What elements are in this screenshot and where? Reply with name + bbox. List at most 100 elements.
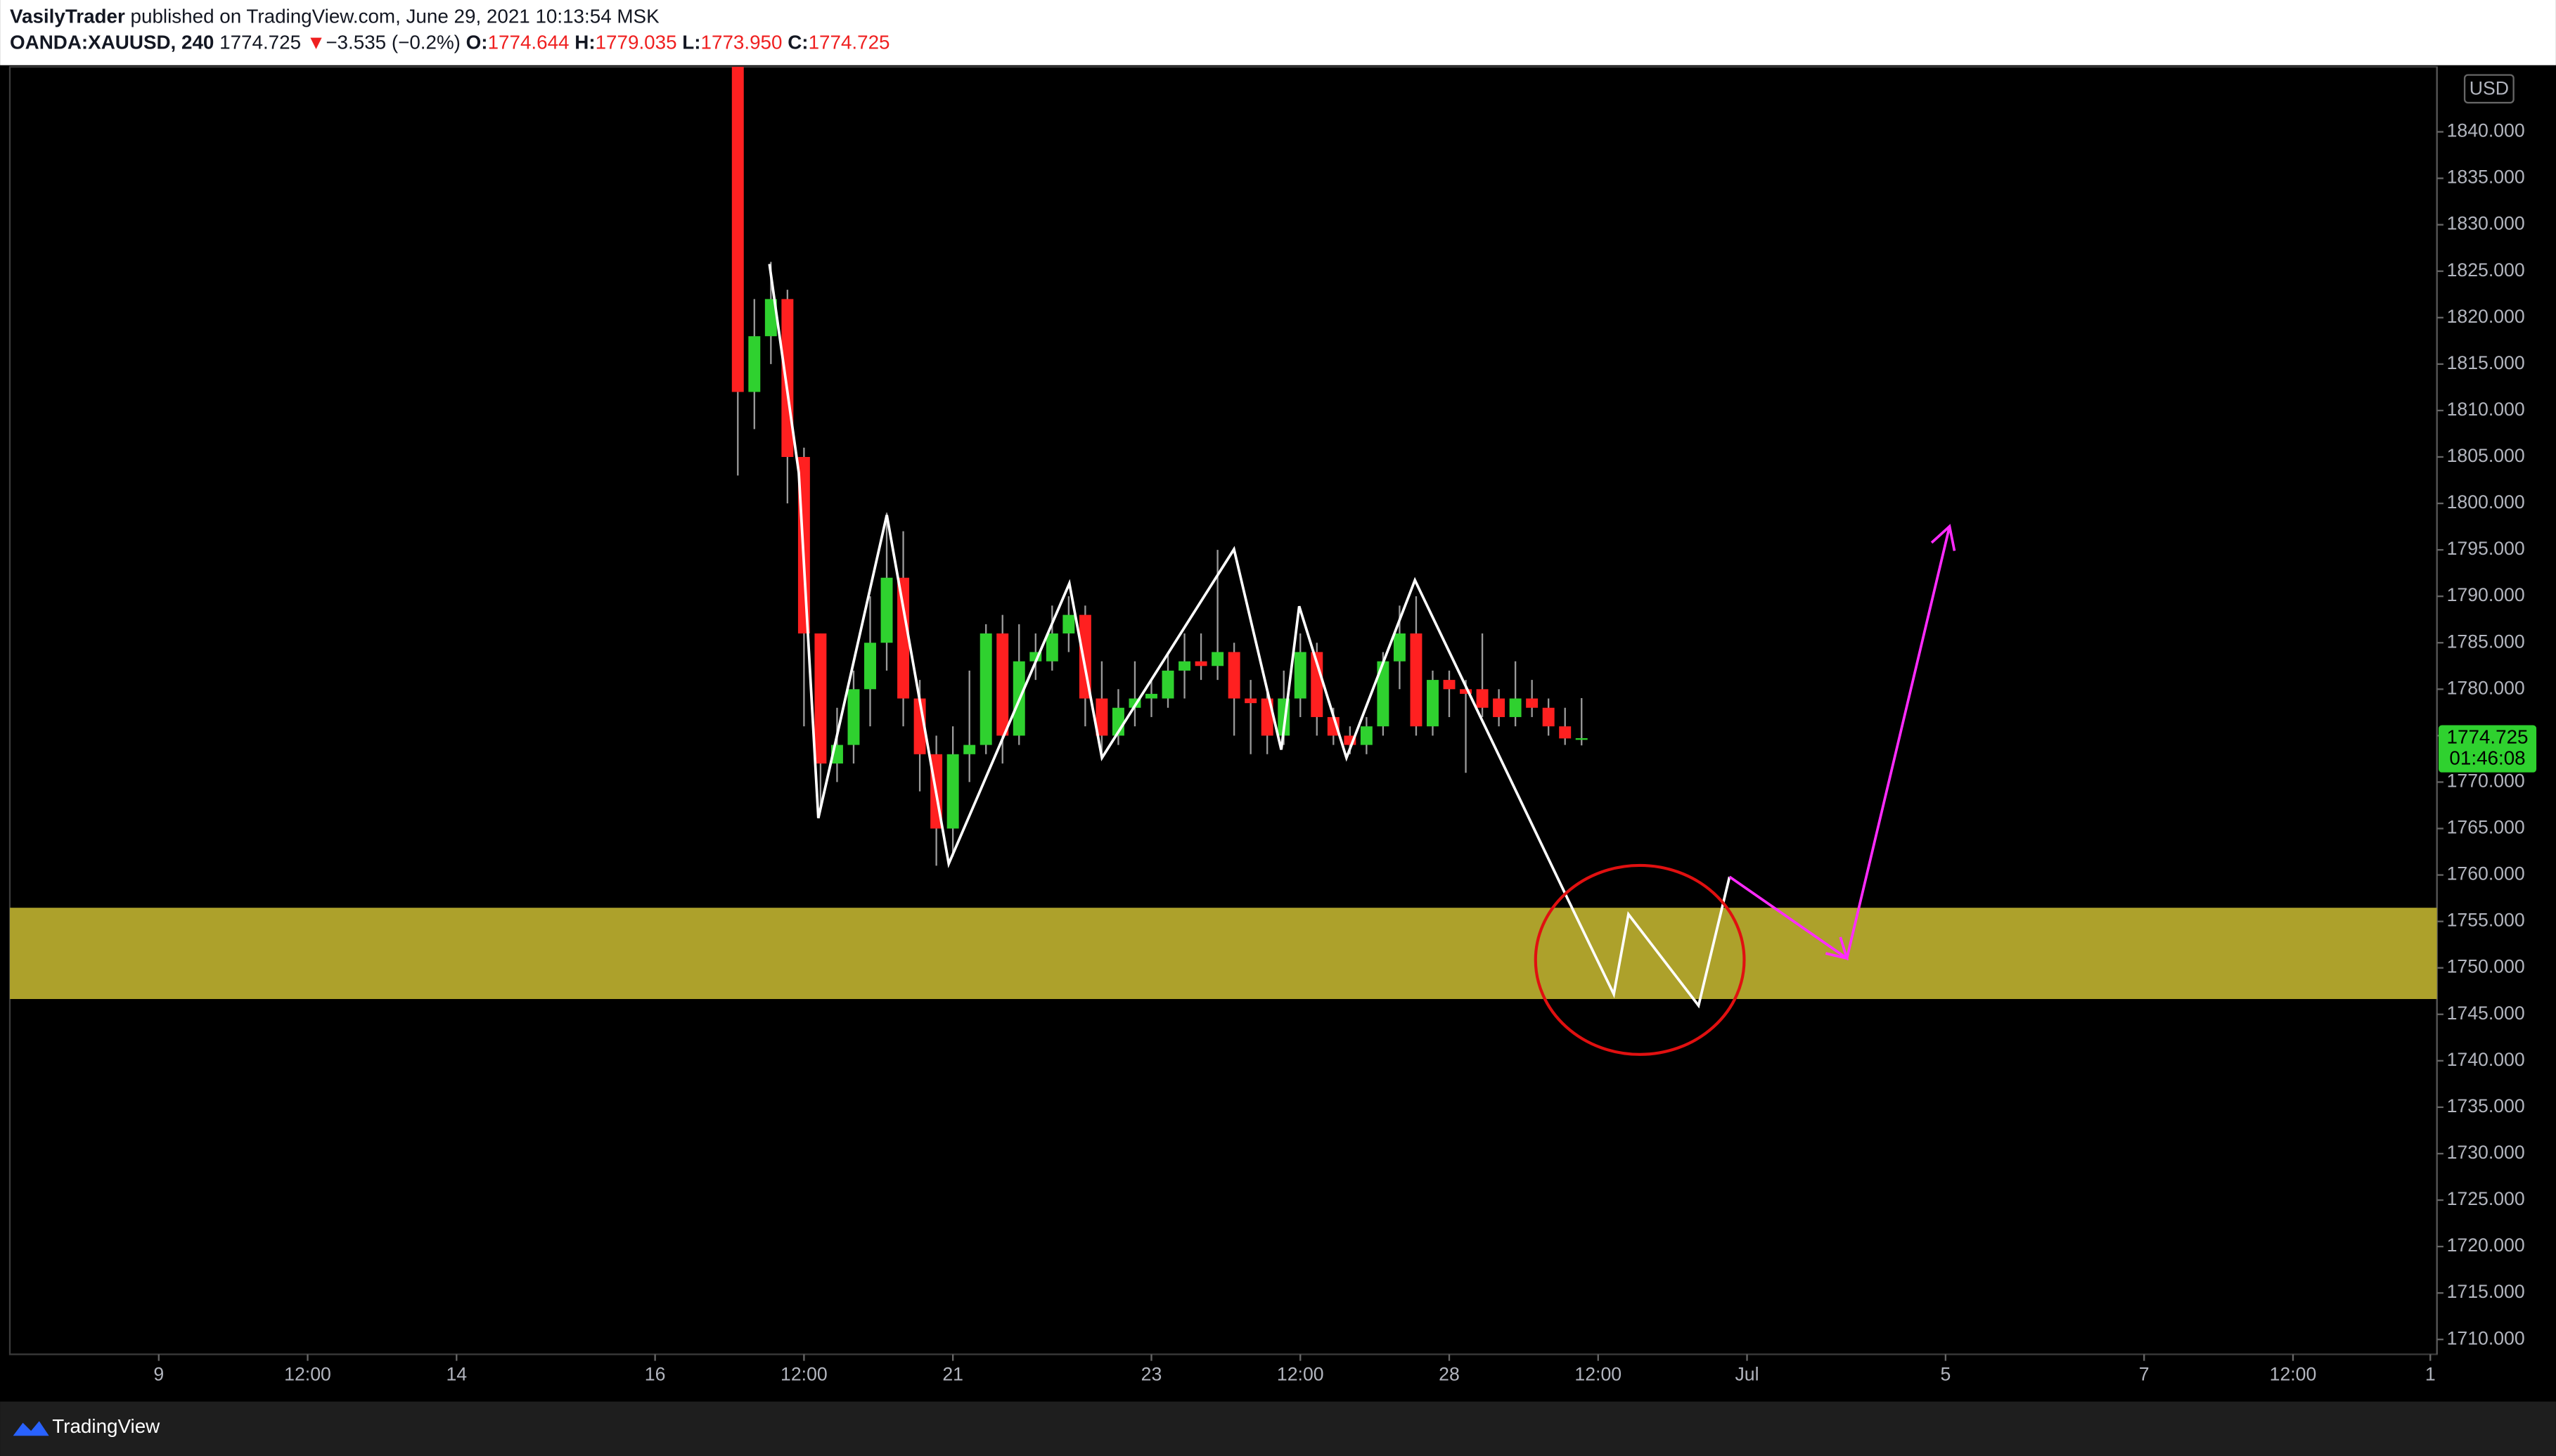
price-label: 1774.725 (2447, 726, 2529, 747)
y-tick-label: 1730.000 (2447, 1142, 2525, 1163)
y-tick-label: 1810.000 (2447, 399, 2525, 420)
candle-body (1195, 661, 1207, 666)
candle-body (880, 577, 893, 643)
y-tick-label: 1800.000 (2447, 491, 2525, 513)
candle-body (731, 67, 744, 392)
y-tick-label: 1725.000 (2447, 1188, 2525, 1209)
x-tick-label: 5 (1940, 1364, 1951, 1385)
change: −3.535 (−0.2%) (326, 32, 461, 53)
high: 1779.035 (596, 32, 677, 53)
y-tick-label: 1830.000 (2447, 213, 2525, 234)
x-tick-label: 9 (153, 1364, 164, 1385)
y-tick-label: 1780.000 (2447, 677, 2525, 698)
x-tick-label: 14 (446, 1364, 467, 1385)
candle-body (1096, 698, 1108, 736)
candle-body (1377, 661, 1389, 727)
candle-body (748, 336, 761, 392)
price-label-box (2438, 725, 2537, 773)
y-tick-label: 1765.000 (2447, 817, 2525, 838)
candle-body (1162, 670, 1174, 699)
x-tick-label: 16 (645, 1364, 666, 1385)
x-tick-label: 12:00 (781, 1364, 828, 1385)
candle-body (1062, 614, 1075, 634)
y-tick-label: 1835.000 (2447, 167, 2525, 188)
candle-body (996, 633, 1009, 736)
x-tick-label: 12:00 (1277, 1364, 1324, 1385)
candle-body (1245, 698, 1257, 704)
candle-body (1393, 633, 1406, 662)
candle-body (1228, 652, 1240, 699)
candle-body (1559, 726, 1572, 739)
candle-body (814, 633, 827, 764)
l-label: L: (682, 32, 700, 53)
x-tick-label: 12:00 (1574, 1364, 1621, 1385)
low: 1773.950 (701, 32, 783, 53)
x-tick-label: 21 (942, 1364, 963, 1385)
candle-body (847, 689, 860, 745)
y-tick-label: 1815.000 (2447, 352, 2525, 373)
candle-body (764, 299, 777, 337)
y-tick-label: 1795.000 (2447, 538, 2525, 559)
currency: USD (2470, 78, 2509, 99)
candle-body (1046, 633, 1058, 662)
candle-body (946, 754, 959, 829)
y-tick-label: 1790.000 (2447, 584, 2525, 605)
open: 1774.644 (488, 32, 570, 53)
y-tick-label: 1745.000 (2447, 1003, 2525, 1024)
symbol: OANDA:XAUUSD, 240 (10, 32, 214, 53)
candle-body (1493, 698, 1505, 717)
candle-body (1360, 726, 1373, 745)
y-tick-label: 1715.000 (2447, 1281, 2525, 1302)
y-tick-label: 1805.000 (2447, 445, 2525, 466)
currency-box (2463, 74, 2515, 104)
header-line: VasilyTrader published on TradingView.co… (10, 6, 660, 27)
o-label: O: (466, 32, 488, 53)
x-tick-label: 12:00 (2270, 1364, 2317, 1385)
y-tick-label: 1825.000 (2447, 259, 2525, 281)
x-tick-label: Jul (1735, 1364, 1759, 1385)
arrow-head (1930, 524, 1956, 551)
candle-body (963, 745, 976, 754)
footer-bg (0, 1401, 2556, 1456)
candle-body (1575, 738, 1588, 740)
support-zone (10, 908, 2437, 1000)
candle-body (1460, 689, 1472, 694)
candle-body (781, 299, 794, 457)
ohlc-line: OANDA:XAUUSD, 240 1774.725 ▼−3.535 (−0.2… (10, 32, 890, 53)
candle-body (1427, 680, 1439, 727)
x-tick-label: 28 (1439, 1364, 1460, 1385)
y-tick-label: 1785.000 (2447, 631, 2525, 652)
author: VasilyTrader (10, 6, 125, 27)
y-tick-label: 1750.000 (2447, 956, 2525, 977)
y-tick-label: 1755.000 (2447, 910, 2525, 931)
highlight-circle (1534, 863, 1746, 1056)
y-tick-label: 1710.000 (2447, 1327, 2525, 1348)
y-tick-label: 1840.000 (2447, 120, 2525, 141)
candle-body (1212, 652, 1224, 666)
candle-body (1145, 693, 1157, 699)
x-tick-label: 12:00 (284, 1364, 331, 1385)
zigzag-drawing (768, 264, 1731, 1009)
close: 1774.725 (809, 32, 890, 53)
c-label: C: (788, 32, 808, 53)
candle-body (980, 633, 992, 745)
arrow: ▼ (307, 32, 326, 53)
candle-body (864, 643, 876, 690)
y-tick-label: 1760.000 (2447, 863, 2525, 884)
candle-body (897, 577, 910, 699)
brand: TradingView (52, 1415, 160, 1437)
x-tick-label: 23 (1141, 1364, 1162, 1385)
candle-body (1542, 707, 1555, 727)
candle-body (1294, 652, 1306, 699)
candle-body (1526, 698, 1539, 708)
x-tick-label: 1 (2425, 1364, 2436, 1385)
arrow-head (1825, 936, 1849, 960)
plot-area (8, 65, 2438, 1355)
y-tick-label: 1735.000 (2447, 1095, 2525, 1116)
x-tick-label: 7 (2139, 1364, 2150, 1385)
candle-body (1476, 689, 1489, 708)
y-tick-label: 1720.000 (2447, 1235, 2525, 1256)
candle-body (1509, 698, 1522, 717)
last: 1774.725 (219, 32, 301, 53)
